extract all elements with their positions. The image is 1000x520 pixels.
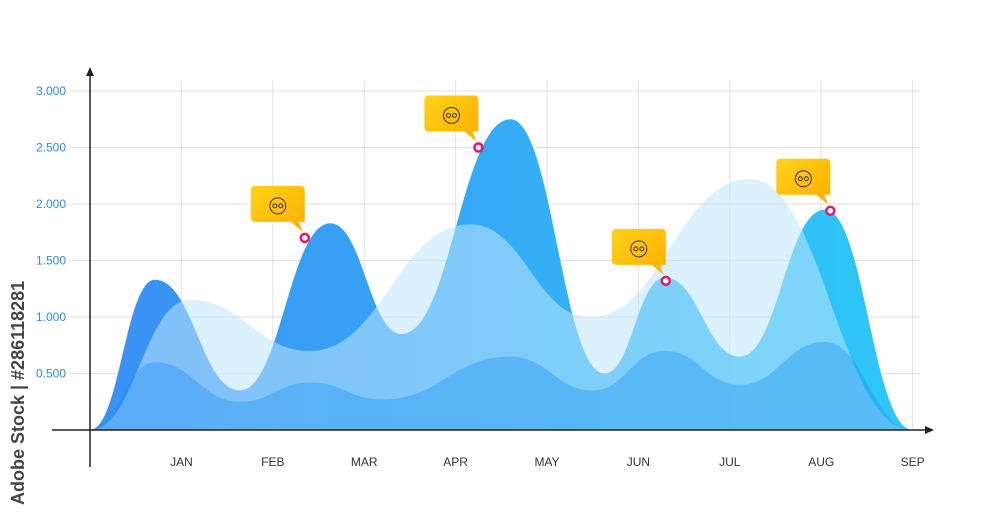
x-tick-label: SEP [901, 455, 925, 469]
team-growth-icon [442, 107, 460, 124]
y-tick-label: 2.000 [36, 197, 66, 211]
watermark: Adobe Stock | #286118281 [8, 280, 28, 505]
x-tick-label: MAR [351, 455, 378, 469]
y-tick-label: 3.000 [36, 84, 66, 98]
data-point-marker [660, 275, 672, 287]
y-axis-arrow [86, 67, 94, 76]
area-series-3 [90, 341, 913, 430]
y-tick-label: 2.500 [36, 141, 66, 155]
axes [52, 67, 934, 467]
x-tick-label: APR [443, 455, 468, 469]
area-series-2 [90, 179, 913, 430]
x-tick-label: FEB [261, 455, 284, 469]
data-point-marker [825, 205, 836, 217]
callout [776, 158, 836, 217]
y-tick-label: 0.500 [36, 367, 66, 381]
x-axis-arrow [925, 426, 934, 434]
x-tick-label: AUG [808, 455, 834, 469]
rating-stars-chat-icon [269, 197, 287, 215]
callout-bubble [250, 185, 305, 232]
x-tick-label: JUN [627, 455, 650, 469]
clapping-hands-icon [630, 240, 648, 258]
callout [424, 95, 484, 153]
x-tick-label: JAN [170, 455, 193, 469]
callout-bubble [611, 228, 666, 275]
data-point-marker [299, 232, 311, 244]
tick-labels: 0.500 1.000 1.500 2.000 2.500 3.000 JAN FEB MAR A… [36, 84, 925, 469]
callout [611, 228, 672, 287]
y-tick-label: 1.000 [36, 310, 66, 324]
x-tick-label: JUL [719, 455, 741, 469]
callout-bubble [424, 95, 479, 142]
y-tick-label: 1.500 [36, 254, 66, 268]
callout-bubble [776, 158, 831, 205]
bitcoin-idea-icon [794, 170, 812, 188]
x-tick-label: MAY [534, 455, 559, 469]
callout [250, 185, 311, 244]
markers [250, 95, 836, 287]
areas [90, 119, 913, 430]
data-point-marker [473, 142, 484, 153]
